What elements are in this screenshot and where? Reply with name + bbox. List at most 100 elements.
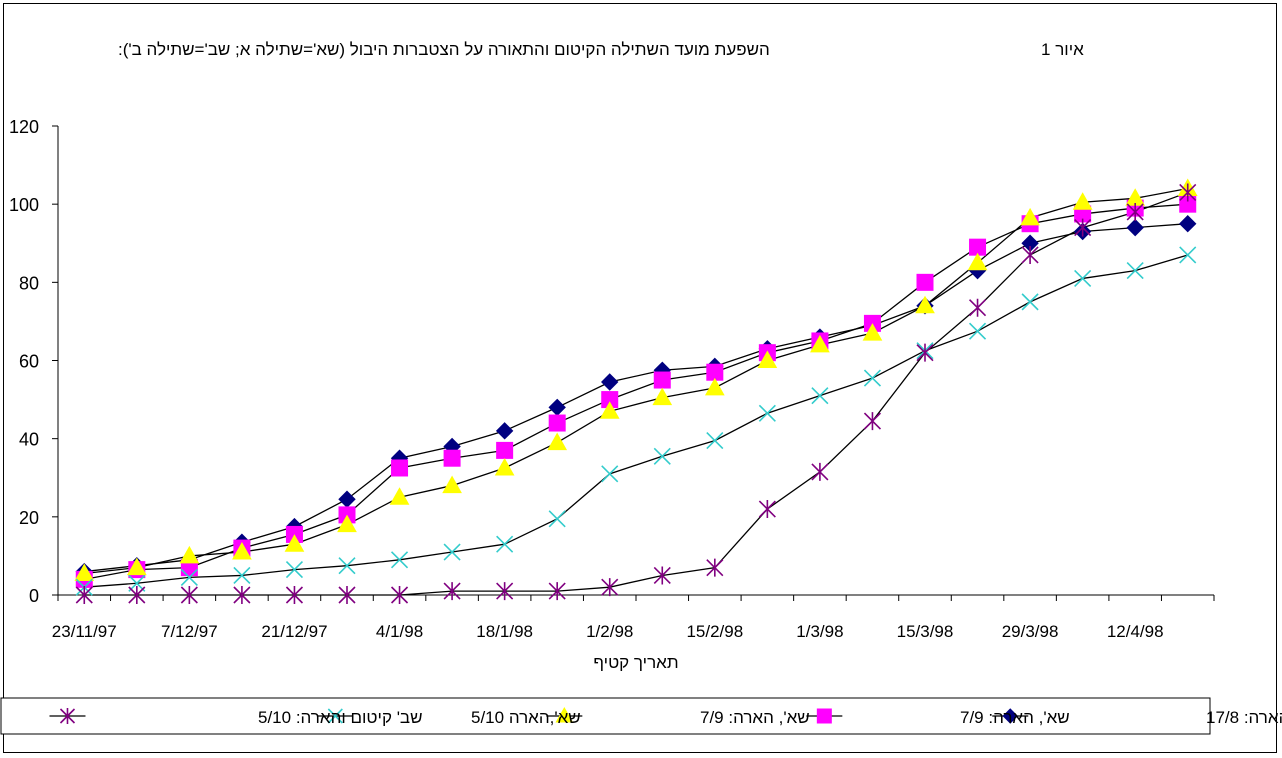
- data-point-series-2: [547, 432, 568, 451]
- x-tick-label: 1/2/98: [586, 622, 633, 641]
- data-point-series-3: [863, 369, 882, 387]
- x-tick-label: 1/3/98: [796, 622, 843, 641]
- x-tick-label: 18/1/98: [476, 622, 533, 641]
- data-point-series-3: [1179, 246, 1197, 264]
- legend-label: שא', הארה: 7/9: [700, 708, 810, 727]
- data-point-series-2: [389, 487, 410, 505]
- data-point-series-4: [1021, 245, 1039, 264]
- data-point-series-1: [496, 441, 514, 459]
- data-point-series-2: [915, 295, 935, 314]
- data-point-series-3: [285, 561, 304, 579]
- data-point-series-2: [494, 457, 515, 476]
- data-point-series-4: [863, 412, 882, 431]
- data-point-series-1: [548, 414, 566, 432]
- data-point-series-4: [968, 298, 987, 317]
- data-point-series-3: [601, 465, 619, 483]
- data-point-series-4: [233, 586, 251, 604]
- data-point-series-1: [969, 238, 987, 256]
- data-point-series-4: [653, 566, 671, 585]
- data-point-series-0: [548, 398, 566, 417]
- x-tick-label: 15/3/98: [897, 622, 954, 641]
- legend-marker: [1002, 708, 1018, 724]
- x-tick-label: 7/12/97: [161, 622, 218, 641]
- data-point-series-3: [338, 557, 356, 575]
- x-tick-label: 4/1/98: [376, 622, 423, 641]
- data-point-series-1: [916, 273, 934, 291]
- data-point-series-1: [653, 371, 671, 389]
- legend-label: שא', קיטום והארה: 17/8: [1206, 708, 1282, 727]
- data-point-series-4: [390, 586, 409, 604]
- data-point-series-4: [811, 462, 829, 481]
- series-line-1: [84, 203, 1188, 581]
- data-point-series-2: [862, 323, 883, 341]
- data-point-series-2: [126, 557, 147, 576]
- data-point-series-2: [284, 534, 305, 552]
- data-point-series-4: [496, 582, 514, 601]
- data-point-series-3: [233, 566, 251, 585]
- data-point-series-3: [758, 404, 776, 422]
- legend-label: שב' קיטום והארה: 5/10: [258, 708, 423, 727]
- data-point-series-4: [128, 586, 146, 604]
- legend-marker: [327, 708, 343, 724]
- data-point-series-2: [1072, 192, 1093, 210]
- data-point-series-3: [390, 551, 409, 569]
- legend-marker: [816, 708, 832, 724]
- data-point-series-4: [706, 558, 724, 577]
- data-point-series-3: [443, 543, 461, 561]
- data-point-series-2: [442, 475, 462, 494]
- data-point-series-2: [704, 377, 725, 396]
- data-point-series-3: [548, 510, 566, 528]
- data-point-series-3: [1074, 269, 1092, 287]
- data-point-series-4: [1179, 183, 1197, 202]
- x-axis-label: תאריך קטיף: [593, 653, 678, 672]
- data-point-series-3: [496, 535, 514, 553]
- x-tick-label: 29/3/98: [1002, 622, 1059, 641]
- data-point-series-2: [179, 545, 200, 564]
- data-point-series-1: [443, 449, 461, 467]
- legend-marker: [59, 708, 76, 724]
- y-tick-label: 100: [9, 195, 39, 215]
- data-point-series-0: [338, 490, 356, 508]
- data-point-series-3: [1126, 262, 1144, 280]
- y-tick-label: 80: [19, 273, 39, 293]
- data-point-series-2: [652, 387, 673, 406]
- data-point-series-2: [232, 541, 252, 560]
- y-tick-label: 20: [19, 508, 39, 528]
- series-line-3: [84, 254, 1188, 588]
- data-point-series-3: [968, 322, 987, 340]
- legend-marker: [555, 706, 574, 723]
- data-point-series-2: [599, 401, 620, 419]
- data-point-series-0: [1126, 218, 1144, 237]
- data-point-series-2: [337, 514, 357, 533]
- series-line-0: [84, 223, 1188, 573]
- data-point-series-0: [495, 422, 514, 440]
- data-point-series-4: [601, 578, 619, 597]
- data-point-series-4: [1074, 218, 1092, 237]
- data-point-series-0: [601, 373, 619, 391]
- data-point-series-1: [391, 459, 409, 477]
- data-point-series-2: [757, 350, 778, 368]
- series-line-4: [84, 191, 1188, 596]
- data-point-series-0: [1179, 215, 1197, 233]
- data-point-series-4: [443, 582, 461, 601]
- data-point-series-4: [1126, 202, 1144, 221]
- data-point-series-3: [811, 387, 829, 405]
- legend-label: שא',הארה 5/10: [471, 708, 581, 727]
- data-point-series-1: [706, 363, 724, 381]
- data-point-series-2: [1020, 207, 1040, 226]
- data-point-series-4: [338, 586, 356, 604]
- figure-label: איור 1: [1041, 40, 1084, 59]
- data-point-series-3: [706, 432, 724, 450]
- y-tick-label: 40: [19, 430, 39, 450]
- chart-title: :השפעת מועד השתילה הקיטום והתאורה על הצט…: [118, 40, 770, 59]
- chart-frame: [3, 3, 1277, 753]
- x-tick-label: 21/12/97: [261, 622, 327, 641]
- series-line-2: [84, 187, 1188, 575]
- data-point-series-4: [180, 586, 198, 604]
- data-point-series-2: [967, 252, 988, 271]
- data-point-series-4: [916, 343, 934, 362]
- y-tick-label: 0: [29, 586, 39, 606]
- data-point-series-2: [810, 334, 830, 353]
- data-point-series-4: [758, 500, 776, 519]
